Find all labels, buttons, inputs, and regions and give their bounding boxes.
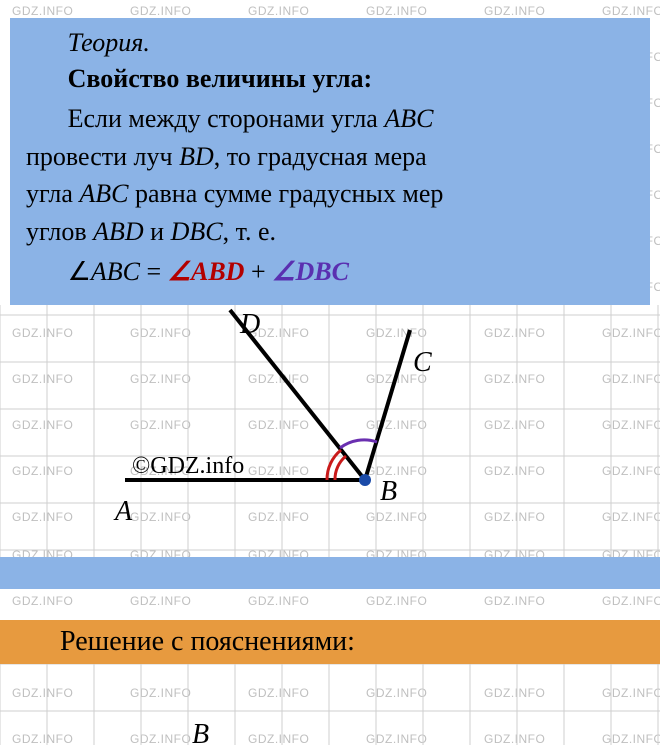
blue-band <box>0 557 660 589</box>
page: GDZ.INFOGDZ.INFOGDZ.INFOGDZ.INFOGDZ.INFO… <box>0 0 660 745</box>
var-abd: ABD <box>93 217 144 246</box>
text: Если между сторонами угла <box>68 104 385 133</box>
text: угла <box>26 179 79 208</box>
grid <box>0 664 660 745</box>
text: углов <box>26 217 93 246</box>
angle-symbol: ∠ <box>68 257 91 286</box>
equals: = <box>140 257 168 286</box>
diagram-svg: D C B A ©GDZ.info <box>0 305 660 557</box>
angle-symbol: ∠ <box>272 257 295 286</box>
label-c: C <box>413 347 432 378</box>
theory-heading: Теория. <box>26 28 634 58</box>
theory-body: Если между сторонами угла ABC провести л… <box>26 100 634 251</box>
label-d: D <box>239 309 260 340</box>
grid <box>0 305 660 557</box>
theory-formula: ∠ABC = ∠ABD + ∠DBC <box>26 257 634 287</box>
formula-abd: ABD <box>191 257 244 286</box>
plus: + <box>244 257 272 286</box>
angle-diagram: D C B A ©GDZ.info <box>0 305 660 557</box>
text: равна сумме градусных мер <box>128 179 443 208</box>
ray-bc <box>365 330 410 480</box>
var-dbc: DBC <box>171 217 223 246</box>
text: провести луч <box>26 142 179 171</box>
formula-abc: ABC <box>91 257 140 286</box>
bottom-grid: B <box>0 664 660 745</box>
copyright-text: ©GDZ.info <box>132 453 244 479</box>
partial-label: B <box>192 719 209 745</box>
solution-heading: Решение с пояснениями: <box>0 620 660 664</box>
label-b: B <box>380 476 397 507</box>
solution-label: Решение с пояснениями: <box>60 626 355 658</box>
arc-dbc <box>340 440 377 448</box>
var-abc: ABC <box>79 179 128 208</box>
label-a: A <box>113 496 133 527</box>
arc-abd-inner <box>335 456 346 480</box>
angle-symbol: ∠ <box>168 257 191 286</box>
text: , т. е. <box>223 217 276 246</box>
text: , то градусная мера <box>214 142 427 171</box>
var-abc: ABC <box>384 104 433 133</box>
text: и <box>144 217 171 246</box>
theory-title: Свойство величины угла: <box>26 64 634 94</box>
theory-block: Теория. Свойство величины угла: Если меж… <box>10 18 650 305</box>
var-bd: BD <box>179 142 214 171</box>
point-b <box>359 474 371 486</box>
formula-dbc: DBC <box>295 257 348 286</box>
